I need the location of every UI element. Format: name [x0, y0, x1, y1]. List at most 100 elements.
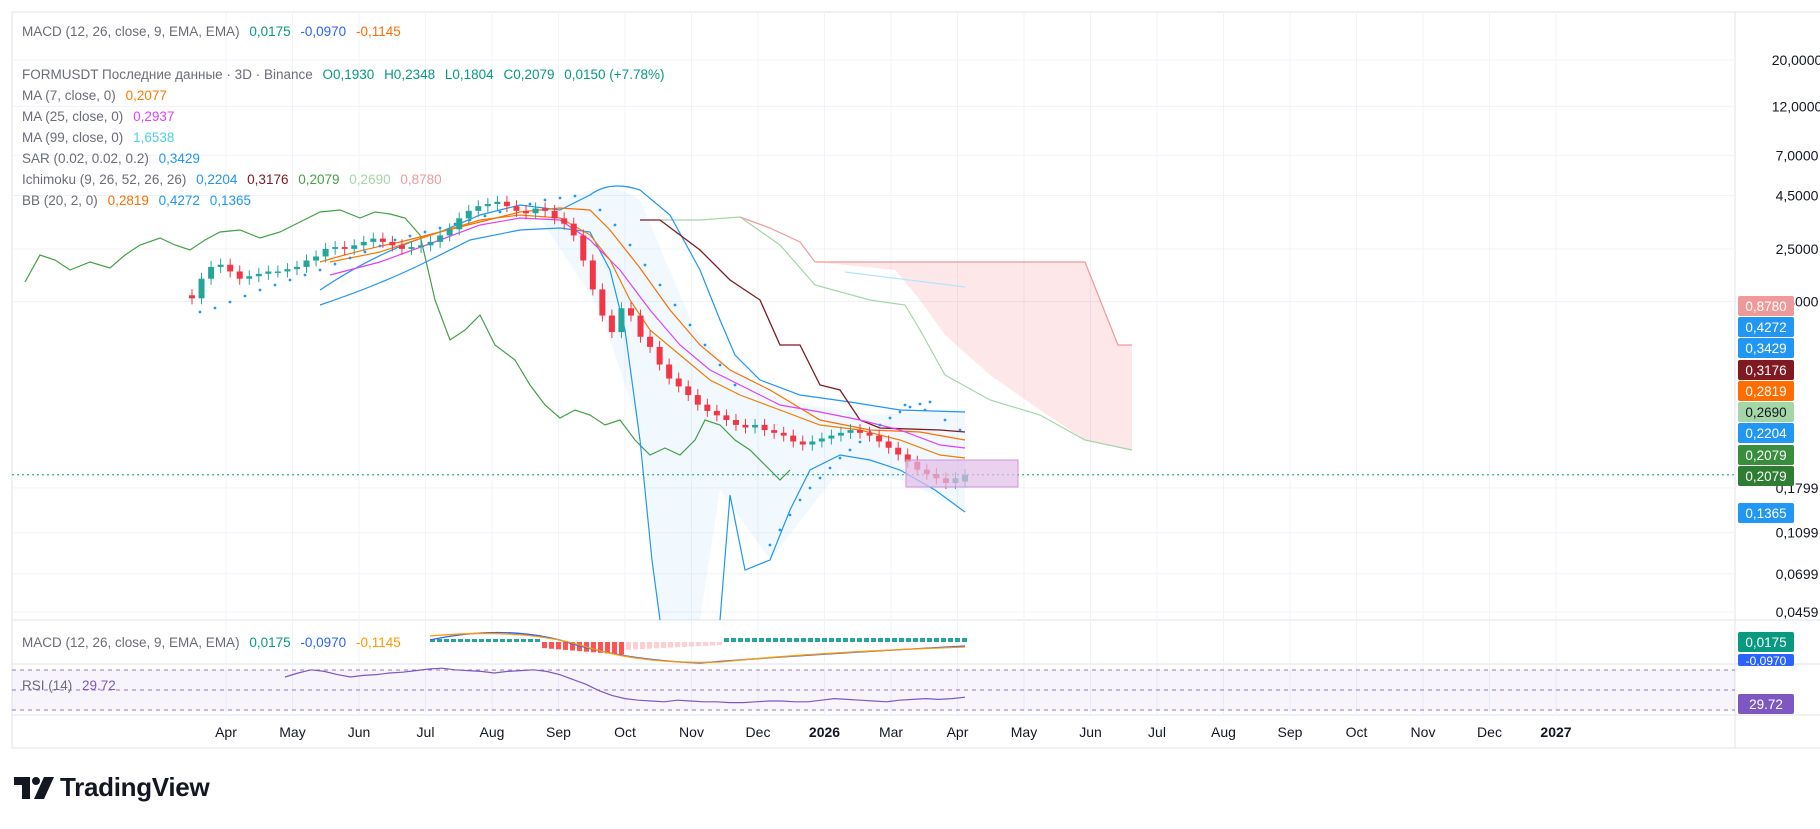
- ichimoku-v3: 0,2079: [298, 172, 340, 187]
- candle-body: [313, 256, 320, 261]
- sar-dot: [628, 243, 632, 247]
- macd-hist-bar: [703, 642, 708, 646]
- candle-body: [694, 395, 701, 405]
- candle-body: [790, 435, 797, 442]
- sar-dot: [838, 456, 842, 460]
- bb-legend[interactable]: BB (20, 2, 0) 0,2819 0,4272 0,1365: [22, 193, 257, 208]
- macd-hist-bar: [766, 638, 771, 642]
- sar-dot: [888, 416, 892, 420]
- candle-body: [255, 273, 262, 277]
- candle-body: [771, 430, 778, 433]
- macd-hist-bar: [640, 642, 645, 649]
- candle-body: [351, 245, 358, 249]
- candle-body: [618, 308, 625, 333]
- candle-body: [761, 424, 768, 431]
- macd-hist-bar: [458, 639, 463, 642]
- sar-dot: [613, 223, 617, 227]
- macd-hist-bar: [773, 638, 778, 642]
- sar-dot: [878, 423, 882, 427]
- macd-hist-bar: [843, 638, 848, 642]
- candle-body: [484, 203, 491, 207]
- symbol-open: О0,1930: [322, 67, 375, 82]
- sar-dot: [243, 294, 247, 298]
- macd-hist-bar: [794, 638, 799, 642]
- tradingview-logo[interactable]: TradingView: [14, 772, 210, 803]
- x-tick-label: Oct: [1346, 724, 1368, 740]
- x-tick-label: Sep: [1278, 724, 1303, 740]
- macd-hist-bar: [612, 642, 617, 654]
- macd-hist-bar: [507, 639, 512, 642]
- bb-v3: 0,1365: [209, 193, 251, 208]
- x-tick-label: Dec: [1477, 724, 1502, 740]
- sar-dot: [768, 543, 772, 547]
- macd-pane-v3: -0,1145: [355, 635, 401, 650]
- x-tick-label: 2027: [1540, 724, 1571, 740]
- symbol-title: FORMUSDT Последние данные · 3D · Binance: [22, 67, 313, 82]
- sar-dot: [423, 230, 427, 234]
- sar-dot: [658, 283, 662, 287]
- macd-badge-2-label: -0,0970: [1746, 654, 1787, 668]
- sar-legend[interactable]: SAR (0.02, 0.02, 0.2) 0,3429: [22, 151, 206, 166]
- symbol-change: 0,0150 (+7.78%): [564, 67, 665, 82]
- rsi-badge-label: 29.72: [1749, 697, 1783, 712]
- sar-dot: [363, 250, 367, 254]
- time-axis: Apr May Jun Jul Aug Sep Oct Nov Dec 2026 Mar Apr May…: [215, 12, 1572, 740]
- x-tick-label: Aug: [1211, 724, 1236, 740]
- sar-dot: [643, 263, 647, 267]
- symbol-high: Н0,2348: [384, 67, 436, 82]
- x-tick-label: Aug: [480, 724, 505, 740]
- bb-fill: [540, 188, 965, 620]
- macd-hist-bar: [535, 639, 540, 642]
- sar-dot: [483, 214, 487, 218]
- price-badges: 0,8780 0,4272 0,3429 0,3176 0,2819 0,2690 0,22…: [1738, 296, 1794, 523]
- candle-body: [503, 201, 510, 207]
- macd-hist-bar: [962, 638, 967, 642]
- symbol-low: L0,1804: [444, 67, 494, 82]
- price-badge-label: 0,4272: [1745, 320, 1786, 335]
- macd-badge-1: [1738, 632, 1794, 652]
- ma7-legend[interactable]: MA (7, close, 0) 0,2077: [22, 88, 173, 103]
- candle-body: [370, 238, 377, 242]
- candle-body: [685, 386, 692, 396]
- ichimoku-v1: 0,2204: [196, 172, 238, 187]
- candle-body: [217, 264, 224, 267]
- sar-dot: [408, 234, 412, 238]
- sar-value: 0,3429: [158, 151, 200, 166]
- price-badge-label: 0,2690: [1745, 405, 1786, 420]
- price-badge-label: 0,2819: [1745, 384, 1786, 399]
- candle-body: [732, 420, 739, 425]
- price-badge: [1738, 466, 1794, 486]
- sar-dot: [393, 238, 397, 242]
- macd-pane-title: MACD (12, 26, close, 9, EMA, EMA): [22, 635, 240, 650]
- sar-dot: [798, 498, 802, 502]
- tradingview-logo-icon: [14, 776, 54, 799]
- macd-legend-top[interactable]: MACD (12, 26, close, 9, EMA, EMA) 0,0175…: [22, 24, 407, 39]
- ma99-legend[interactable]: MA (99, close, 0) 1,6538: [22, 130, 180, 145]
- y-tick-label: 20,0000: [1772, 52, 1820, 68]
- symbol-legend[interactable]: FORMUSDT Последние данные · 3D · Binance…: [22, 67, 670, 82]
- ma25-legend[interactable]: MA (25, close, 0) 0,2937: [22, 109, 180, 124]
- candle-body: [418, 245, 425, 248]
- candle-body: [341, 247, 348, 249]
- rsi-pane-legend[interactable]: RSI (14) 29.72: [22, 678, 122, 693]
- price-badge-label: 0,2079: [1745, 448, 1786, 463]
- x-tick-label: Mar: [879, 724, 903, 740]
- ma7-title: MA (7, close, 0): [22, 88, 116, 103]
- macd-hist-bar: [647, 642, 652, 649]
- price-badge: [1738, 402, 1794, 422]
- macd-pane-legend[interactable]: MACD (12, 26, close, 9, EMA, EMA) 0,0175…: [22, 635, 407, 650]
- sar-dot: [808, 486, 812, 490]
- macd-hist-bar: [689, 642, 694, 647]
- macd-hist-bar: [633, 642, 638, 650]
- ichimoku-title: Ichimoku (9, 26, 52, 26, 26): [22, 172, 187, 187]
- candle-body: [322, 248, 329, 257]
- ichimoku-legend[interactable]: Ichimoku (9, 26, 52, 26, 26) 0,2204 0,31…: [22, 172, 448, 187]
- candle-body: [799, 441, 806, 445]
- candle-body: [523, 210, 530, 214]
- macd-hist-bar: [724, 638, 729, 642]
- rsi-value: 29.72: [82, 678, 116, 693]
- macd-hist-bar: [815, 638, 820, 642]
- macd-hist-bar: [500, 639, 505, 642]
- macd-hist-bar: [906, 638, 911, 642]
